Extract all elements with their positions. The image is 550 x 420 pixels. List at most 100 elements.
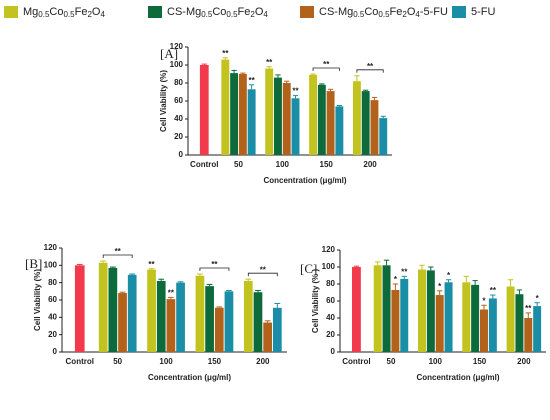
y-tick-label: 0 [53, 347, 58, 356]
y-tick-label: 100 [322, 262, 336, 271]
panel-label: [A] [160, 46, 178, 61]
legend-swatch [4, 6, 18, 18]
x-tick-label: Control [66, 357, 94, 366]
legend-label: 5-FU [471, 6, 496, 18]
bar [243, 280, 253, 352]
significance: ** [401, 267, 408, 276]
bar [462, 282, 471, 352]
significance: ** [292, 87, 299, 96]
bar [253, 292, 263, 352]
y-axis-label: Cell Viability (%) [33, 269, 42, 331]
bar [515, 294, 524, 352]
x-tick-label: 150 [320, 160, 334, 169]
bar [488, 298, 497, 352]
bar [373, 265, 382, 352]
y-tick-label: 20 [174, 132, 183, 141]
significance: ** [490, 286, 497, 295]
y-tick-label: 20 [326, 330, 335, 339]
y-tick-label: 120 [170, 42, 184, 51]
y-tick-label: 0 [331, 347, 336, 356]
y-tick-label: 80 [326, 279, 335, 288]
y-tick-label: 100 [170, 60, 184, 69]
bracket [102, 254, 133, 258]
significance: * [536, 294, 540, 303]
bar [238, 74, 247, 155]
bar [361, 91, 370, 155]
bar [291, 98, 300, 155]
x-tick-label: 200 [363, 160, 377, 169]
bar [127, 274, 137, 352]
x-tick-label: 100 [159, 357, 173, 366]
legend-label: CS-Mg0.5Co0.5Fe2O4 [167, 6, 268, 19]
bar [418, 269, 426, 352]
y-axis-label: Cell Viability (% ) [311, 269, 320, 334]
bar [435, 295, 444, 352]
legend-swatch [148, 6, 162, 18]
significance: ** [222, 49, 229, 58]
legend-swatch [452, 6, 466, 18]
bar [224, 291, 234, 352]
control-bar [199, 65, 209, 155]
control-bar [351, 267, 361, 352]
bar [533, 306, 542, 352]
bar [195, 275, 205, 352]
bar [471, 284, 480, 352]
legend-label: CS-Mg0.5Co0.5Fe2O4-5-FU [319, 6, 448, 19]
x-tick-label: 200 [517, 357, 531, 366]
bar [370, 100, 379, 155]
bar [335, 106, 344, 155]
y-tick-label: 100 [44, 260, 58, 269]
y-axis-label: Cell Viability (%) [159, 70, 168, 132]
bar [524, 318, 533, 352]
bracket [247, 272, 278, 277]
bar [147, 269, 156, 352]
bar [247, 89, 256, 155]
x-tick-label: Control [190, 160, 218, 169]
bar [265, 68, 274, 155]
y-tick-label: 120 [322, 245, 336, 254]
bar [379, 118, 388, 155]
bar [382, 265, 391, 352]
bar [98, 262, 108, 352]
y-tick-label: 40 [326, 313, 335, 322]
y-tick-label: 80 [174, 78, 183, 87]
x-tick-label: 50 [387, 357, 396, 366]
significance: ** [168, 289, 175, 298]
x-tick-label: 150 [473, 357, 487, 366]
y-tick-label: 40 [174, 114, 183, 123]
control-bar [74, 265, 85, 352]
y-tick-label: 20 [48, 330, 57, 339]
bar [156, 280, 166, 352]
y-tick-label: 0 [179, 150, 184, 159]
y-tick-label: 40 [48, 312, 57, 321]
legend-label: Mg0.5Co0.5Fe2O4 [23, 6, 105, 19]
significance: ** [249, 76, 256, 85]
significance: * [482, 296, 486, 305]
significance: * [394, 275, 398, 284]
bar [480, 309, 488, 352]
bar [272, 307, 282, 352]
significance: ** [148, 260, 155, 269]
bar [309, 74, 317, 155]
x-axis-label: Concentration (μg/ml) [263, 176, 346, 185]
bracket [356, 69, 384, 73]
bracket-label: ** [323, 60, 330, 69]
legend-swatch [300, 6, 314, 18]
bar [166, 299, 176, 352]
bar [230, 73, 239, 155]
bar [506, 286, 515, 352]
bar [426, 270, 435, 352]
bar [352, 81, 361, 155]
bracket-label: ** [115, 247, 122, 256]
x-tick-label: 50 [234, 160, 243, 169]
bar [263, 322, 273, 352]
bar [400, 278, 409, 352]
y-tick-label: 80 [48, 278, 57, 287]
significance: * [438, 282, 442, 291]
y-tick-label: 60 [326, 296, 335, 305]
panel-label: [B] [25, 256, 42, 271]
bracket [199, 267, 230, 271]
bar [444, 282, 453, 352]
significance: * [447, 271, 451, 280]
x-tick-label: 50 [113, 357, 122, 366]
